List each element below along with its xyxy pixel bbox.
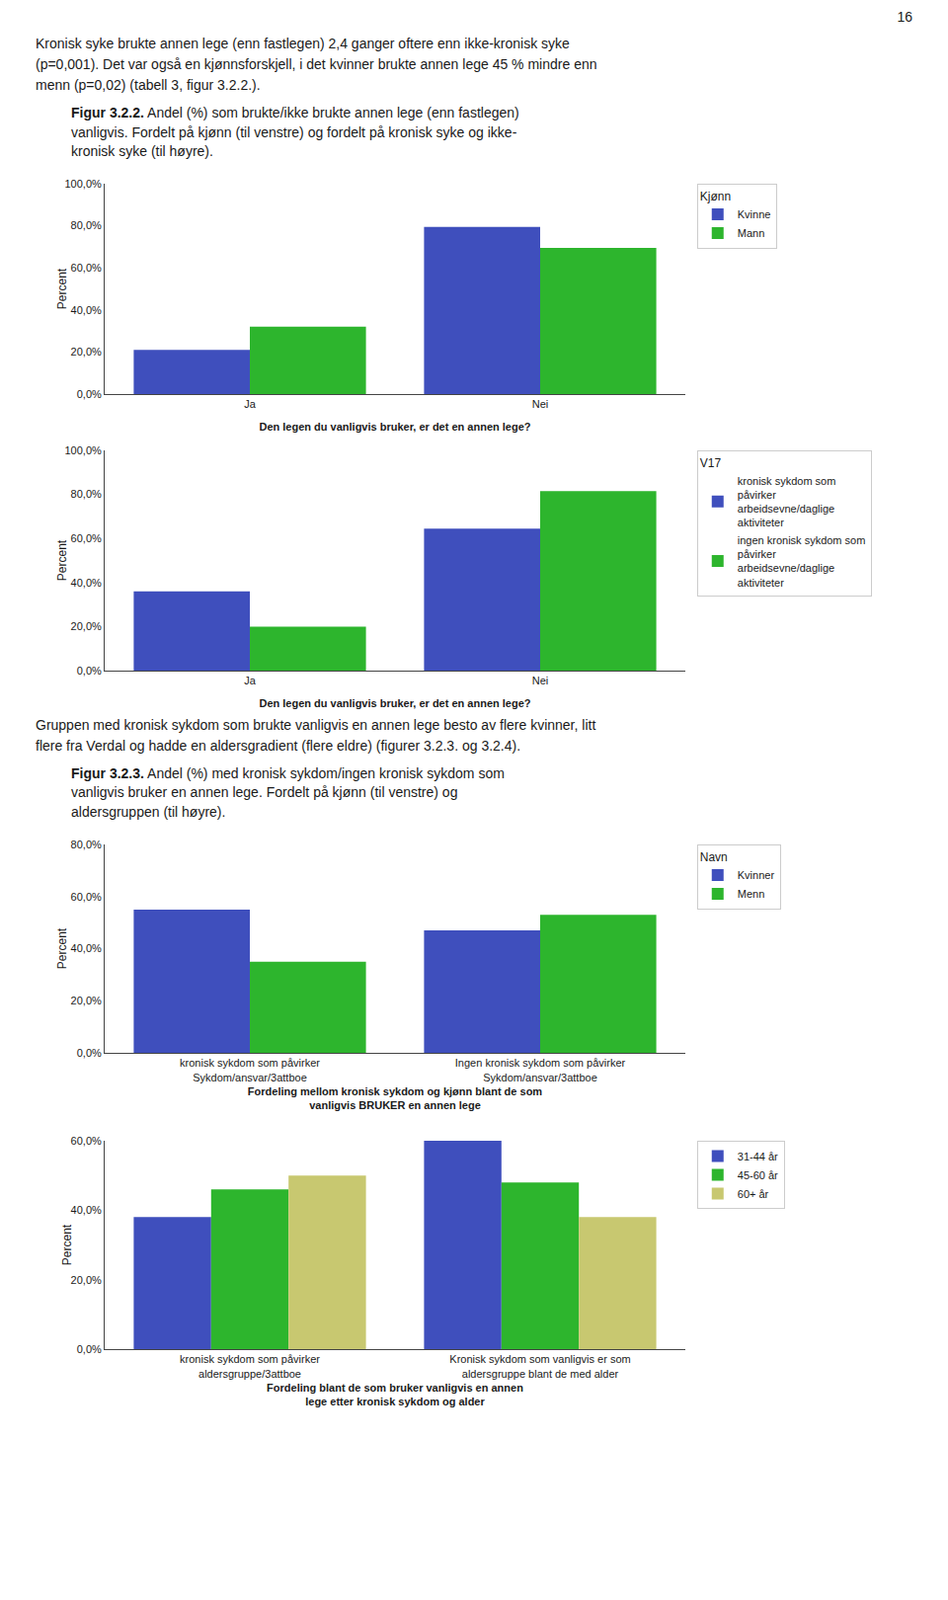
html-text:Figur 3.2.3. Andel (%) med kro: Figur 3.2.3. Andel (%) med kronisk sykdo… (71, 765, 505, 820)
svg-text:ingen kronisk sykdom sompåvirk: ingen kronisk sykdom sompåvirkerarbeidse… (737, 534, 867, 589)
svg-text:Fordeling blant de som bruker: Fordeling blant de som bruker vanligvis … (266, 1381, 524, 1408)
svg-text:0,0%: 0,0% (77, 1045, 102, 1058)
svg-text:Kronisk sykdom som vanligvis e: Kronisk sykdom som vanligvis er somalder… (449, 1352, 631, 1379)
html-text:Kronisk syke brukte annen lege: Kronisk syke brukte annen lege (enn fast… (35, 35, 597, 93)
svg-text:Kvinner: Kvinner (737, 869, 776, 881)
svg-text:20,0%: 20,0% (71, 1272, 102, 1285)
svg-text:100,0%: 100,0% (64, 444, 102, 457)
svg-text:45-60 år: 45-60 år (737, 1168, 779, 1181)
svg-text:0,0%: 0,0% (77, 1342, 102, 1354)
svg-text:Kjønn: Kjønn (700, 188, 731, 203)
svg-text:60+ år: 60+ år (737, 1186, 770, 1199)
svg-text:40,0%: 40,0% (71, 942, 102, 954)
svg-text:Percent: Percent (60, 1223, 75, 1265)
svg-text:60,0%: 60,0% (71, 1133, 102, 1146)
svg-text:V17: V17 (700, 455, 722, 470)
svg-text:60,0%: 60,0% (71, 889, 102, 902)
svg-text:Den legen du vanligvis bruker,: Den legen du vanligvis bruker, er det en… (258, 420, 531, 433)
svg-text:80,0%: 80,0% (71, 487, 102, 500)
svg-text:20,0%: 20,0% (71, 994, 102, 1007)
svg-text:80,0%: 80,0% (71, 837, 102, 850)
svg-text:100,0%: 100,0% (64, 177, 102, 190)
svg-text:0,0%: 0,0% (77, 388, 102, 400)
svg-text:20,0%: 20,0% (71, 620, 102, 632)
svg-text:40,0%: 40,0% (71, 303, 102, 316)
svg-text:60,0%: 60,0% (71, 532, 102, 545)
svg-text:80,0%: 80,0% (71, 219, 102, 232)
svg-text:Nei: Nei (532, 674, 550, 687)
svg-text:Percent: Percent (55, 927, 70, 969)
svg-text:kronisk sykdom som påvirkerSyk: kronisk sykdom som påvirkerSykdom/ansvar… (179, 1056, 320, 1083)
svg-text:31-44 år: 31-44 år (737, 1149, 779, 1162)
svg-text:20,0%: 20,0% (71, 345, 102, 358)
svg-text:Mann: Mann (737, 227, 766, 239)
svg-text:Percent: Percent (55, 539, 70, 581)
svg-text:0,0%: 0,0% (77, 664, 102, 677)
svg-text:Fordeling mellom kronisk sykdo: Fordeling mellom kronisk sykdom og kjønn… (247, 1085, 543, 1111)
html-text:16: 16 (897, 8, 913, 25)
svg-text:Den legen du vanligvis bruker,: Den legen du vanligvis bruker, er det en… (258, 697, 531, 710)
svg-text:Ja: Ja (243, 674, 257, 687)
svg-text:Nei: Nei (532, 397, 550, 410)
svg-text:40,0%: 40,0% (71, 1203, 102, 1216)
html-text:Figur 3.2.2. Andel (%) som bru: Figur 3.2.2. Andel (%) som brukte/ikke b… (71, 104, 520, 160)
svg-text:Kvinne: Kvinne (737, 208, 772, 221)
svg-text:kronisk sykdom som påvirkerald: kronisk sykdom som påvirkeraldersgruppe/… (179, 1352, 320, 1379)
svg-text:Menn: Menn (737, 887, 766, 900)
svg-text:kronisk sykdom sompåvirkerarbe: kronisk sykdom sompåvirkerarbeidsevne/da… (737, 474, 837, 529)
svg-text:Ja: Ja (243, 397, 257, 410)
svg-text:Navn: Navn (700, 849, 728, 864)
svg-text:Ingen kronisk sykdom som påvir: Ingen kronisk sykdom som påvirkerSykdom/… (455, 1056, 627, 1083)
svg-text:Percent: Percent (55, 267, 70, 310)
html-text:Gruppen med kronisk sykdom som: Gruppen med kronisk sykdom som brukte va… (35, 716, 596, 754)
svg-text:40,0%: 40,0% (71, 575, 102, 588)
svg-text:60,0%: 60,0% (71, 261, 102, 274)
